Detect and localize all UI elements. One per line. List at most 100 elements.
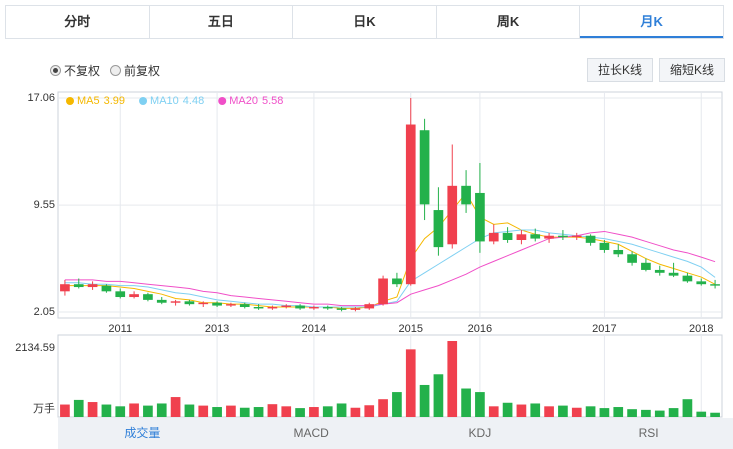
candle-body (405, 124, 416, 285)
legend-name: MA5 (77, 95, 100, 107)
legend-name: MA10 (150, 95, 179, 107)
radio-label: 前复权 (124, 64, 161, 78)
volume-bar (502, 402, 513, 417)
y-tick-label: 17.06 (27, 92, 55, 104)
radio-option[interactable]: 前复权 (110, 62, 160, 79)
volume-bar (184, 404, 195, 417)
volume-bar (101, 404, 112, 417)
volume-bar (309, 407, 319, 417)
zoom-in-button[interactable]: 拉长K线 (587, 58, 653, 82)
candle-body (129, 294, 139, 298)
candle-body (281, 305, 292, 308)
volume-bar (461, 388, 471, 417)
candle-body (253, 307, 264, 309)
candle-body (364, 304, 375, 309)
volume-bar (710, 412, 720, 417)
indicator-tab[interactable]: KDJ (468, 426, 492, 440)
volume-bar (475, 392, 485, 417)
candle-body (309, 307, 319, 309)
period-tab[interactable]: 月K (580, 6, 723, 38)
candle-body (239, 304, 250, 308)
candle-body (350, 308, 361, 310)
candle-body (87, 284, 98, 288)
legend-swatch (66, 97, 74, 105)
candle-body (710, 284, 720, 286)
indicator-tab[interactable]: MACD (293, 426, 329, 440)
volume-bar (143, 405, 153, 417)
x-tick-label: 2018 (689, 323, 713, 335)
radio-dot[interactable] (50, 65, 61, 76)
candle-body (73, 284, 84, 288)
candle-body (212, 302, 222, 306)
candle-body (143, 294, 153, 300)
indicator-tab[interactable]: RSI (638, 426, 659, 440)
radio-label: 不复权 (64, 64, 101, 78)
candle-body (599, 242, 610, 250)
candle-body (60, 284, 70, 292)
candle-body (516, 234, 527, 241)
volume-bar (115, 406, 126, 417)
candle-body (392, 278, 402, 285)
volume-unit: 万手 (33, 401, 55, 415)
volume-bar (267, 404, 278, 417)
radio-option[interactable]: 不复权 (50, 62, 100, 79)
y-tick-label: 2.05 (34, 306, 55, 318)
legend-value: 4.48 (183, 95, 204, 107)
candle-body (115, 291, 126, 298)
x-tick-label: 2013 (205, 323, 229, 335)
volume-bar (73, 399, 84, 417)
volume-bar (682, 399, 693, 417)
candle-body (198, 302, 209, 305)
volume-bar (336, 403, 347, 417)
volume-bar (641, 409, 651, 417)
volume-bar (433, 374, 444, 417)
volume-bar (488, 406, 499, 417)
candle-body (668, 272, 679, 276)
candle-body (571, 235, 582, 238)
candle-body (627, 254, 637, 263)
radio-dot[interactable] (110, 65, 122, 76)
legend-swatch (218, 97, 227, 105)
x-tick-label: 2017 (592, 323, 616, 335)
candle-body (641, 262, 651, 270)
legend-swatch (139, 97, 148, 105)
x-tick-label: 2014 (302, 323, 326, 335)
period-tab[interactable]: 分时 (6, 6, 150, 38)
volume-bar (364, 405, 375, 417)
volume-bar (87, 402, 98, 417)
period-tab[interactable]: 日K (293, 6, 437, 38)
candle-body (530, 234, 541, 239)
volume-bar (558, 405, 568, 417)
x-tick-label: 2015 (399, 323, 423, 335)
volume-bar (654, 410, 665, 417)
period-tabs: 分时 五日 日K 周K 月K (5, 5, 724, 39)
candle-body (336, 308, 347, 310)
volume-bar (295, 408, 305, 417)
volume-bar (212, 407, 222, 417)
candle-body (295, 305, 305, 309)
volume-bar (613, 407, 624, 417)
adjust-radios: 不复权 前复权 (50, 62, 160, 79)
candle-body (654, 269, 665, 273)
candle-body (544, 235, 554, 239)
volume-bar (239, 407, 250, 417)
zoom-out-button[interactable]: 缩短K线 (659, 58, 725, 82)
ma-line (64, 229, 716, 308)
period-tab[interactable]: 五日 (150, 6, 294, 38)
legend-name: MA20 (229, 95, 258, 107)
legend-value: 3.99 (104, 95, 125, 107)
indicator-tab[interactable]: 成交量 (124, 426, 161, 440)
volume-tick-label: 2134.59 (15, 342, 55, 354)
volume-bar (696, 411, 707, 417)
x-tick-label: 2016 (468, 323, 492, 335)
candle-body (475, 192, 485, 242)
volume-bar (170, 397, 181, 417)
candle-body (101, 285, 112, 292)
volume-bar (516, 404, 527, 417)
volume-bar (668, 408, 679, 417)
volume-bar (60, 404, 70, 417)
volume-bar (156, 403, 167, 417)
period-tab[interactable]: 周K (437, 6, 581, 38)
